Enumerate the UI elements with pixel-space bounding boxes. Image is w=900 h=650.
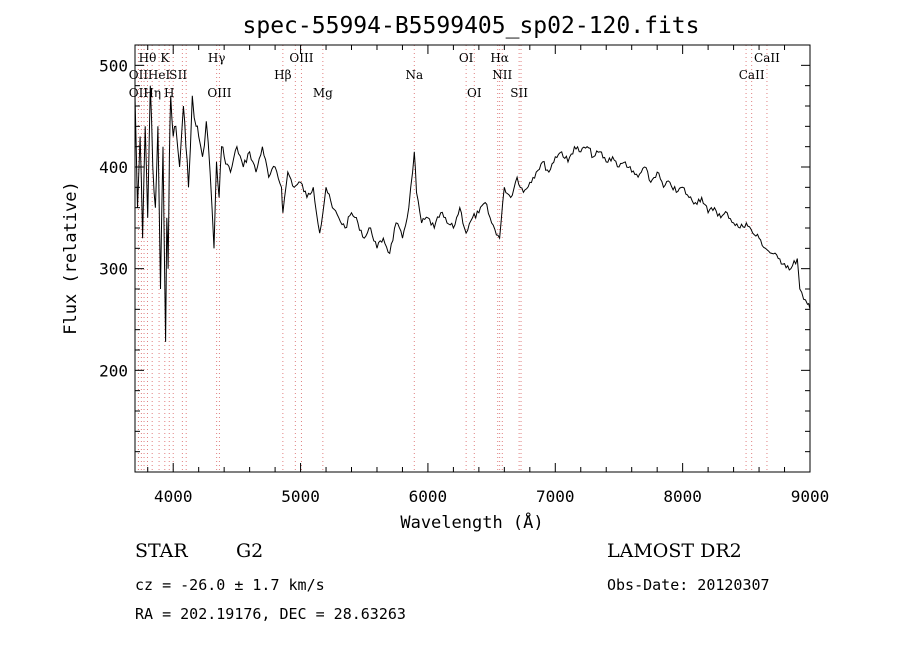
marker-label: Hθ	[139, 51, 157, 65]
object-type: STAR	[135, 540, 188, 562]
x-tick-label: 7000	[536, 487, 575, 506]
marker-label: Hα	[490, 51, 509, 65]
marker-label: Hη	[143, 86, 161, 100]
x-tick-label: 9000	[791, 487, 830, 506]
plot-frame	[134, 44, 811, 473]
marker-label: OII	[129, 68, 149, 82]
y-tick-label: 200	[99, 361, 128, 380]
marker-label: II	[178, 68, 188, 82]
x-axis-label: Wavelength (Å)	[400, 511, 543, 533]
line-marker-guides	[137, 45, 768, 472]
marker-label: SII	[510, 86, 528, 100]
y-tick-label: 500	[99, 56, 128, 75]
y-tick-label: 300	[99, 260, 128, 279]
x-tick-label: 4000	[154, 487, 193, 506]
marker-label: Na	[405, 68, 423, 82]
marker-label: OI	[459, 51, 474, 65]
marker-label: OIII	[289, 51, 313, 65]
chart-title: spec-55994-B5599405_sp02-120.fits	[243, 13, 700, 39]
y-tick-label: 400	[99, 158, 128, 177]
x-axis: 4000 5000 6000 7000 8000 9000	[147, 45, 830, 506]
marker-label: CaII	[739, 68, 765, 82]
spectrum-series-line	[134, 85, 811, 342]
redshift-value: cz = -26.0 ± 1.7 km/s	[135, 576, 325, 594]
x-tick-label: 5000	[281, 487, 320, 506]
coordinates: RA = 202.19176, DEC = 28.63263	[135, 605, 406, 623]
object-subclass: G2	[236, 540, 264, 562]
marker-label: HeI	[148, 68, 171, 82]
marker-label: Hβ	[274, 68, 291, 82]
x-tick-label: 8000	[663, 487, 702, 506]
marker-label: Mg	[313, 86, 333, 100]
x-tick-label: 6000	[409, 487, 448, 506]
marker-label: S	[169, 68, 177, 82]
y-axis: 200 300 400 500	[99, 44, 810, 453]
marker-label: NII	[492, 68, 512, 82]
y-axis-label: Flux (relative)	[61, 181, 81, 335]
marker-label: CaII	[754, 51, 780, 65]
marker-label: OII	[129, 86, 149, 100]
survey-name: LAMOST DR2	[607, 540, 742, 562]
marker-label: Hγ	[208, 51, 226, 65]
marker-label: K	[160, 51, 170, 65]
marker-label: H	[164, 86, 174, 100]
marker-label: OI	[467, 86, 482, 100]
observation-date: Obs-Date: 20120307	[607, 576, 770, 594]
marker-label: OIII	[207, 86, 231, 100]
